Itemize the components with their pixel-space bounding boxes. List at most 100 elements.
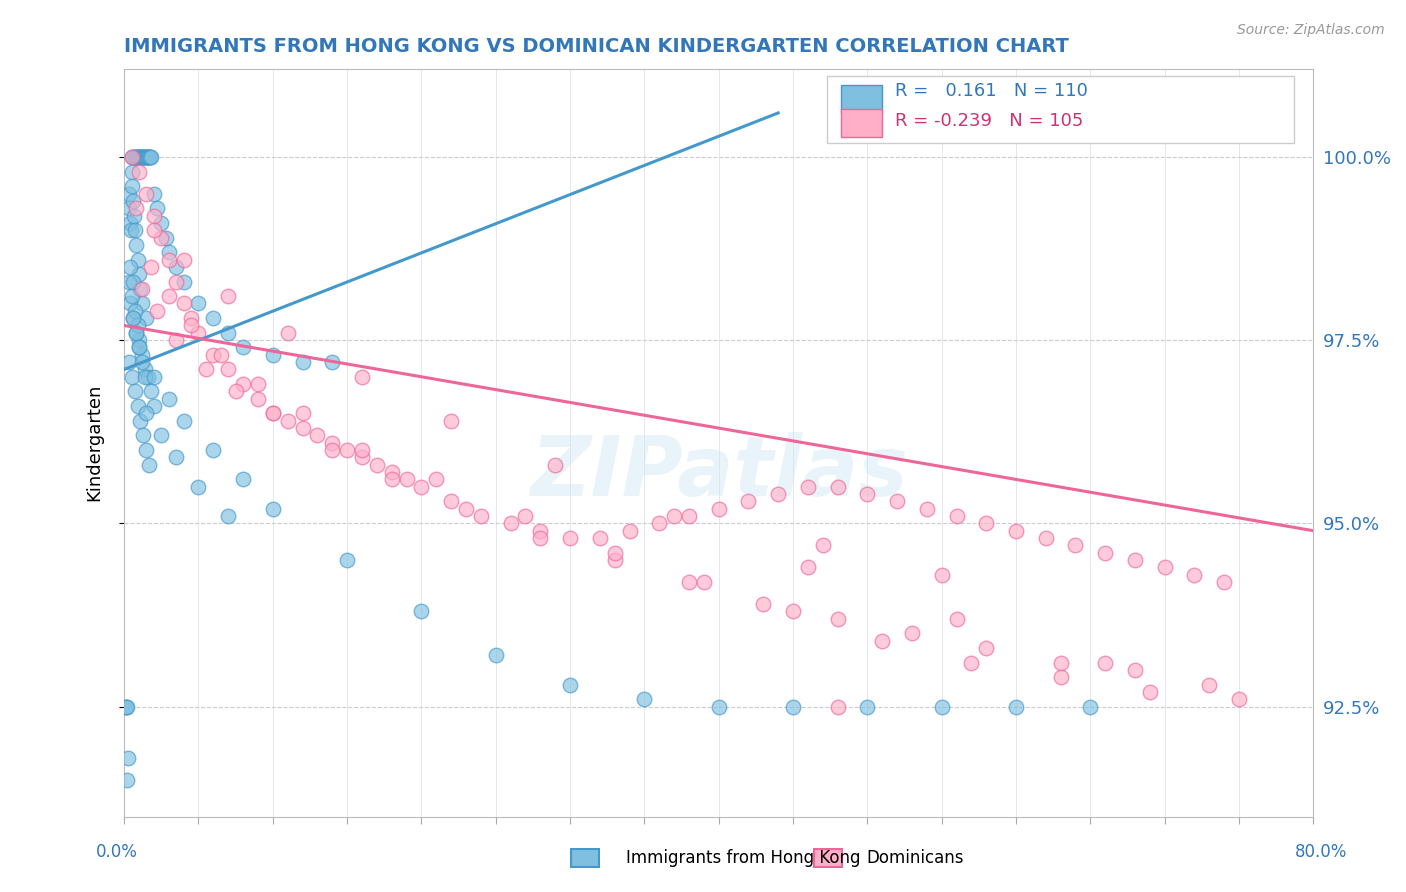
Point [425, 472, 447, 486]
Point [974, 640, 997, 655]
Point [135, 150, 157, 164]
Point [134, 150, 156, 164]
Point [138, 150, 160, 164]
Point [662, 509, 685, 524]
Point [707, 699, 730, 714]
Text: 0.0%: 0.0% [96, 843, 138, 861]
Point [678, 574, 700, 589]
Point [180, 311, 202, 326]
Point [945, 509, 967, 524]
Point [142, 186, 165, 201]
Point [217, 326, 239, 340]
Point [321, 435, 343, 450]
Point [125, 238, 148, 252]
Point [157, 245, 180, 260]
Point [135, 443, 157, 458]
FancyBboxPatch shape [827, 76, 1295, 143]
Point [225, 384, 247, 399]
Point [139, 150, 162, 164]
Point [117, 751, 139, 765]
Point [125, 201, 148, 215]
Point [217, 509, 239, 524]
Text: 80.0%: 80.0% [1295, 843, 1347, 861]
Point [470, 509, 492, 524]
Point [142, 369, 165, 384]
Point [915, 501, 938, 516]
Point [129, 150, 152, 164]
Point [931, 699, 953, 714]
Point [138, 458, 160, 472]
Point [139, 260, 162, 274]
Point [782, 699, 804, 714]
Point [131, 348, 153, 362]
Text: Dominicans: Dominicans [866, 849, 963, 867]
Point [173, 296, 195, 310]
Point [307, 428, 329, 442]
Point [603, 553, 626, 567]
Point [135, 186, 157, 201]
Point [1005, 699, 1028, 714]
Point [321, 355, 343, 369]
Point [114, 699, 136, 714]
Point [128, 333, 150, 347]
Point [974, 516, 997, 531]
Point [127, 318, 149, 333]
Point [558, 531, 581, 545]
Text: R = -0.239   N = 105: R = -0.239 N = 105 [894, 112, 1083, 129]
Point [135, 311, 157, 326]
Point [150, 230, 173, 244]
Point [381, 472, 404, 486]
Point [122, 209, 145, 223]
Point [117, 355, 139, 369]
Point [440, 494, 463, 508]
Point [165, 260, 187, 274]
Point [217, 362, 239, 376]
Point [124, 303, 146, 318]
Point [870, 633, 893, 648]
Point [128, 150, 150, 164]
Point [1094, 546, 1116, 560]
Point [291, 406, 314, 420]
Point [619, 524, 641, 538]
Point [127, 150, 149, 164]
Point [128, 341, 150, 355]
Point [165, 333, 187, 347]
Point [173, 275, 195, 289]
Point [157, 392, 180, 406]
Point [246, 392, 269, 406]
Text: IMMIGRANTS FROM HONG KONG VS DOMINICAN KINDERGARTEN CORRELATION CHART: IMMIGRANTS FROM HONG KONG VS DOMINICAN K… [124, 37, 1069, 56]
Point [136, 369, 159, 384]
Point [127, 399, 149, 413]
Point [856, 487, 879, 501]
Point [136, 150, 159, 164]
Point [134, 362, 156, 376]
Point [128, 150, 150, 164]
Point [127, 252, 149, 267]
FancyBboxPatch shape [841, 109, 882, 137]
Point [125, 150, 148, 164]
Point [1198, 678, 1220, 692]
Text: ZIPatlas: ZIPatlas [530, 432, 908, 513]
Point [886, 494, 908, 508]
Point [132, 150, 155, 164]
Point [589, 531, 612, 545]
Point [135, 406, 157, 420]
Point [125, 326, 148, 340]
Point [766, 487, 789, 501]
Point [115, 699, 138, 714]
Text: R =   0.161   N = 110: R = 0.161 N = 110 [894, 82, 1088, 101]
Point [132, 428, 155, 442]
Point [1064, 538, 1087, 552]
Point [202, 348, 225, 362]
Point [120, 223, 142, 237]
Text: Source: ZipAtlas.com: Source: ZipAtlas.com [1237, 23, 1385, 37]
Point [122, 194, 145, 208]
Point [440, 414, 463, 428]
Point [131, 150, 153, 164]
Point [960, 656, 983, 670]
Point [381, 465, 404, 479]
Point [131, 355, 153, 369]
Point [128, 267, 150, 281]
Point [150, 216, 173, 230]
Point [187, 326, 209, 340]
